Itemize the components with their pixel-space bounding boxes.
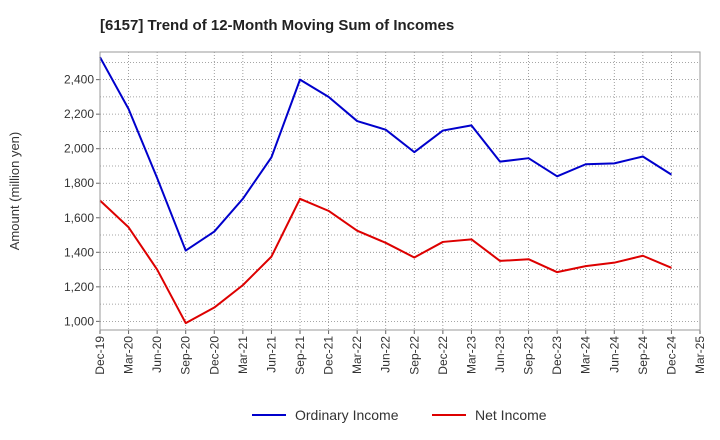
x-tick-label: Dec-19 — [93, 336, 107, 375]
x-tick-label: Dec-21 — [322, 336, 336, 375]
y-tick-label: 1,000 — [64, 314, 94, 328]
y-tick-label: 1,400 — [64, 245, 94, 259]
y-tick-label: 1,200 — [64, 280, 94, 294]
x-tick-label: Sep-23 — [522, 336, 536, 375]
y-axis-label: Amount (million yen) — [7, 132, 22, 251]
y-tick-label: 1,600 — [64, 211, 94, 225]
y-tick-label: 2,400 — [64, 73, 94, 87]
x-tick-label: Sep-20 — [179, 336, 193, 375]
series-line-ordinary-income — [99, 56, 672, 252]
x-axis-ticks: Dec-19 Mar-20 Jun-20 Sep-20 Dec-20 Mar-21 Jun-… — [93, 330, 707, 375]
x-tick-label: Jun-23 — [493, 336, 507, 373]
x-tick-label: Dec-24 — [664, 336, 678, 375]
x-tick-label: Dec-20 — [207, 336, 221, 375]
plot-area-frame — [99, 51, 701, 331]
chart-title: [6157] Trend of 12-Month Moving Sum of I… — [100, 17, 454, 34]
x-tick-label: Jun-22 — [379, 336, 393, 373]
x-tick-label: Dec-22 — [436, 336, 450, 375]
chart-grid — [99, 52, 701, 330]
y-tick-label: 2,000 — [64, 142, 94, 156]
y-tick-label: 1,800 — [64, 176, 94, 190]
x-tick-label: Sep-22 — [407, 336, 421, 375]
x-tick-label: Mar-25 — [693, 336, 707, 374]
chart-legend: Ordinary Income Net Income — [252, 407, 547, 423]
y-tick-label: 2,200 — [64, 107, 94, 121]
x-tick-label: Mar-20 — [122, 336, 136, 374]
x-tick-label: Dec-23 — [550, 336, 564, 375]
x-tick-label: Sep-21 — [293, 336, 307, 375]
x-tick-label: Mar-21 — [236, 336, 250, 374]
x-tick-label: Mar-22 — [350, 336, 364, 374]
series-line-net-income — [99, 197, 672, 325]
x-tick-label: Sep-24 — [636, 336, 650, 375]
x-tick-label: Mar-24 — [579, 336, 593, 374]
x-tick-label: Jun-20 — [150, 336, 164, 373]
legend-label: Ordinary Income — [295, 407, 399, 423]
legend-label: Net Income — [475, 407, 547, 423]
x-tick-label: Mar-23 — [464, 336, 478, 374]
x-tick-label: Jun-24 — [607, 336, 621, 373]
y-axis-ticks: 1,000 1,200 1,400 1,600 1,800 2,000 2,200 2,400 — [64, 73, 100, 328]
chart-series — [99, 56, 672, 325]
x-tick-label: Jun-21 — [264, 336, 278, 373]
